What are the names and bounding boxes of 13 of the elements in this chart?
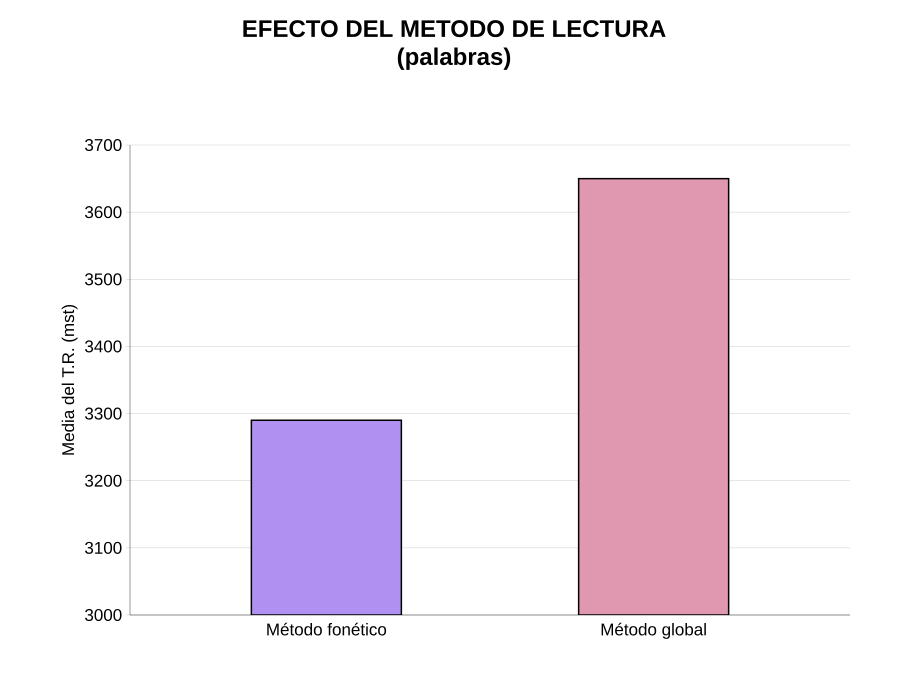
y-tick-label: 3100 <box>85 542 122 554</box>
chart-subtitle: (palabras) <box>398 47 510 70</box>
x-tick-label: Método fonético <box>267 622 386 636</box>
y-tick-label: 3300 <box>85 408 122 420</box>
y-tick-label: 3000 <box>85 608 122 622</box>
y-tick-label: 3700 <box>85 138 122 152</box>
y-tick-label: 3200 <box>85 474 122 487</box>
chart-title: EFECTO DEL METODO DE LECTURA <box>243 20 666 38</box>
x-tick-label: Método global <box>602 622 706 639</box>
y-axis-title: Media del T.R. (mst) <box>62 305 78 455</box>
y-tick-label: 3600 <box>85 206 122 218</box>
y-tick-label: 3500 <box>85 273 122 286</box>
y-tick-label: 3400 <box>85 340 122 352</box>
